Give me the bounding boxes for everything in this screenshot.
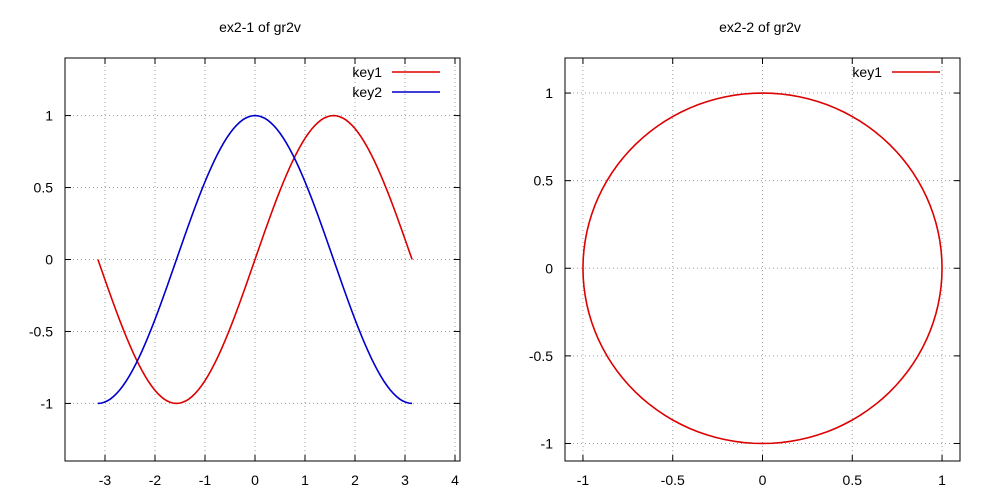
- series-line-key2: [97, 114, 413, 405]
- y-tick-label: 0: [545, 260, 553, 276]
- axis-ticks: -1 -0.5 0 0.5 1 -1 -0.5 0 0.5 1: [529, 58, 960, 488]
- x-tick-label: -2: [149, 472, 162, 488]
- x-tick-label: 4: [451, 472, 459, 488]
- series-lines: [97, 114, 413, 405]
- chart-ex2-2: ex2-2 of gr2v -1 -0.5 0 0.5 1 -1 -0.5 0 0.5 1 key…: [529, 19, 961, 488]
- y-tick-label: 0.5: [534, 173, 554, 189]
- x-tick-label: 2: [351, 472, 359, 488]
- x-tick-label: -1: [199, 472, 212, 488]
- chart-ex2-1: ex2-1 of gr2v -3 -2 -1 0 1 2 3 4 -1 -0.5 0 0.5 1 key…: [29, 19, 461, 488]
- x-tick-label: -3: [99, 472, 112, 488]
- x-tick-label: 1: [301, 472, 309, 488]
- y-tick-label: -0.5: [29, 323, 53, 339]
- y-tick-label: 0: [45, 252, 53, 268]
- legend-label: key1: [352, 64, 382, 80]
- grid-lines: [565, 58, 960, 461]
- y-tick-label: -1: [41, 395, 54, 411]
- x-tick-label: 3: [401, 472, 409, 488]
- x-tick-label: 0: [251, 472, 259, 488]
- series-lines: [582, 92, 943, 445]
- y-tick-label: 1: [45, 108, 53, 124]
- x-tick-label: 0.5: [843, 472, 863, 488]
- y-tick-label: -1: [541, 435, 554, 451]
- legend: key1: [852, 64, 940, 80]
- x-tick-label: 0: [759, 472, 767, 488]
- series-line-key1: [97, 114, 413, 405]
- y-tick-label: -0.5: [529, 348, 553, 364]
- legend: key1 key2: [352, 64, 440, 100]
- x-tick-label: 1: [938, 472, 946, 488]
- chart-title: ex2-2 of gr2v: [719, 19, 801, 35]
- y-tick-label: 0.5: [34, 180, 54, 196]
- y-tick-label: 1: [545, 85, 553, 101]
- axis-ticks: -3 -2 -1 0 1 2 3 4 -1 -0.5 0 0.5 1: [29, 58, 460, 488]
- x-tick-label: -1: [577, 472, 590, 488]
- series-line-key1: [582, 92, 943, 445]
- chart-title: ex2-1 of gr2v: [219, 19, 301, 35]
- legend-label: key1: [852, 64, 882, 80]
- legend-label: key2: [352, 84, 382, 100]
- x-tick-label: -0.5: [661, 472, 685, 488]
